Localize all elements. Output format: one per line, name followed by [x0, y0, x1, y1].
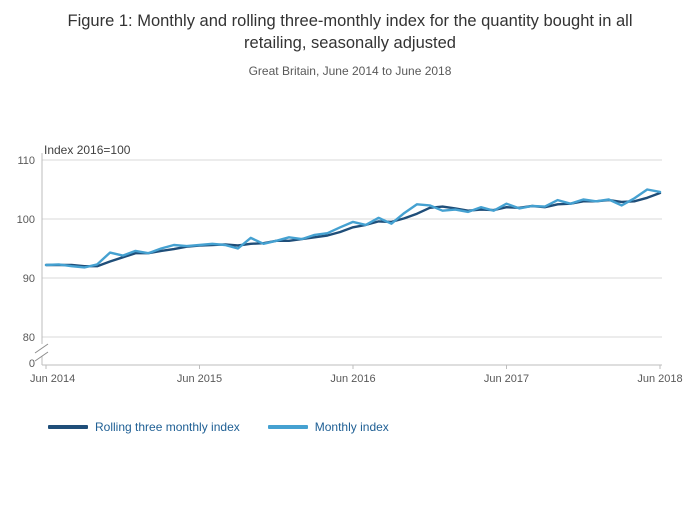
rolling-series-swatch	[48, 425, 88, 429]
monthly-series-swatch	[267, 425, 308, 429]
x-tick-label-1: Jun 2015	[177, 373, 222, 385]
y-tick-label-90: 90	[23, 273, 35, 285]
chart-area: Index 2016=100 0 80 90 100 110 Jun 2014 Jun 201…	[0, 140, 700, 400]
legend-item-rolling: Rolling three monthly index	[48, 420, 240, 434]
legend-item-monthly: Monthly index	[267, 420, 389, 434]
x-tick-label-2: Jun 2016	[330, 373, 375, 385]
chart-legend: Rolling three monthly index Monthly inde…	[48, 420, 389, 434]
y-axis-note: Index 2016=100	[44, 143, 131, 157]
chart-svg: Index 2016=100 0 80 90 100 110 Jun 2014 Jun 201…	[17, 143, 683, 385]
legend-label-monthly: Monthly index	[314, 420, 389, 434]
x-tick-label-3: Jun 2017	[484, 373, 529, 385]
y-tick-label-80: 80	[23, 332, 35, 344]
chart-subtitle: Great Britain, June 2014 to June 2018	[248, 63, 452, 78]
axis-break-icon	[34, 343, 49, 362]
y-tick-label-100: 100	[17, 214, 35, 226]
x-tick-label-0: Jun 2014	[30, 373, 75, 385]
x-tick-label-4: Jun 2018	[637, 373, 682, 385]
y-tick-label-0: 0	[29, 358, 35, 370]
monthly-index-line	[44, 188, 662, 269]
y-tick-label-110: 110	[17, 155, 35, 167]
chart-title: Figure 1: Monthly and rolling three-mont…	[67, 12, 633, 53]
legend-label-rolling: Rolling three monthly index	[95, 420, 240, 434]
